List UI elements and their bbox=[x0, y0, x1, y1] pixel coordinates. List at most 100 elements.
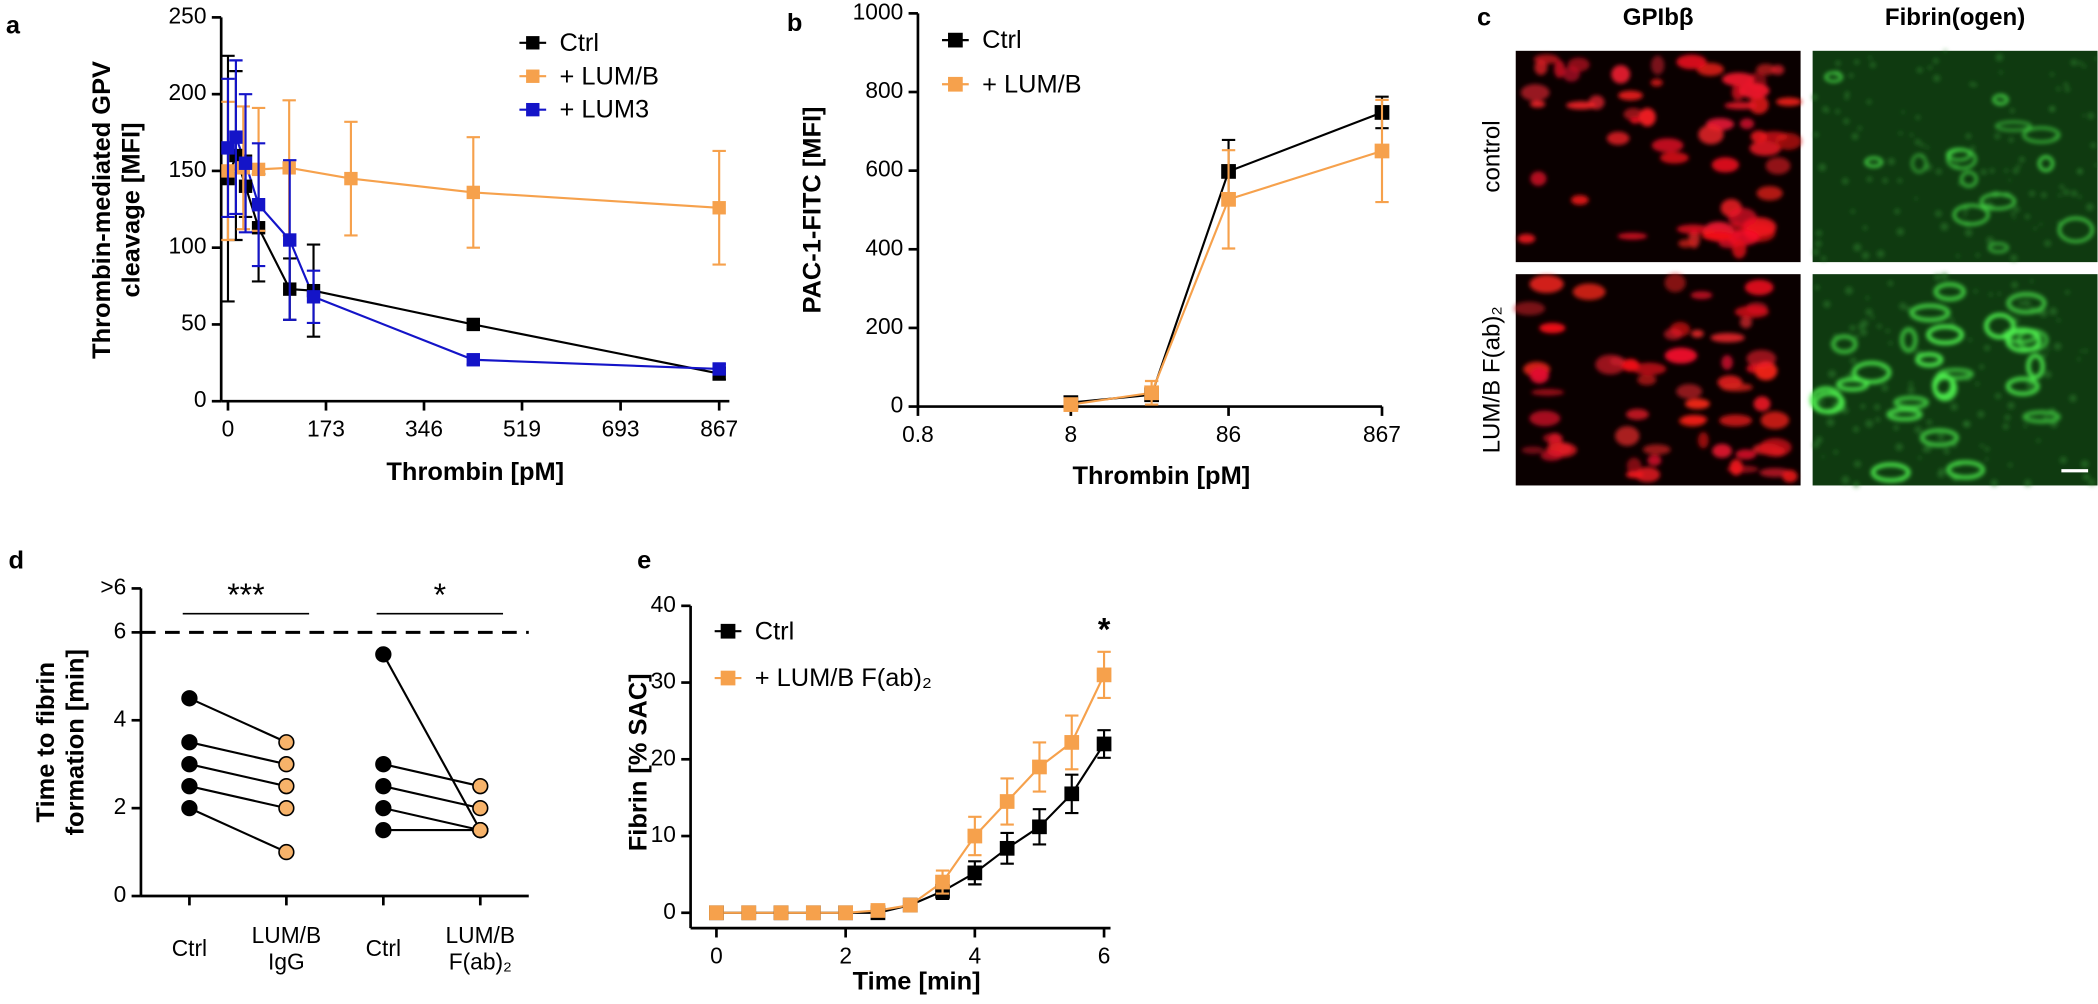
cell-blob bbox=[1647, 454, 1662, 466]
x-tick-label: 867 bbox=[1363, 421, 1401, 447]
marker bbox=[229, 130, 243, 144]
fibrin-ring bbox=[2005, 376, 2040, 396]
legend-label: Ctrl bbox=[560, 29, 600, 57]
speckle bbox=[1969, 81, 1975, 87]
speckle bbox=[2059, 456, 2067, 464]
speckle bbox=[1952, 443, 1957, 448]
cell-blob bbox=[1531, 388, 1565, 396]
speckle bbox=[2039, 222, 2043, 226]
cell-blob bbox=[1617, 232, 1648, 240]
speckle bbox=[2024, 479, 2032, 487]
cell-blob bbox=[1734, 305, 1769, 318]
speckle bbox=[1852, 426, 1860, 433]
fibrin-ring bbox=[2022, 410, 2061, 424]
cell-blob bbox=[1746, 349, 1777, 368]
speckle bbox=[1850, 209, 1855, 214]
marker bbox=[466, 185, 480, 200]
x-axis-label: Thrombin [pM] bbox=[386, 458, 564, 486]
speckle bbox=[1935, 210, 1942, 217]
marker bbox=[712, 362, 726, 376]
y-tick-label: 200 bbox=[865, 313, 903, 339]
speckle bbox=[1835, 60, 1841, 66]
cell-blob bbox=[1724, 101, 1757, 110]
dot bbox=[375, 646, 392, 663]
speckle bbox=[1986, 236, 1994, 245]
speckle bbox=[2008, 178, 2012, 182]
row-label: LUM/B F(ab)₂ bbox=[1478, 306, 1505, 453]
dot bbox=[472, 821, 489, 839]
speckle bbox=[1918, 456, 1922, 460]
series-line bbox=[1070, 111, 1383, 404]
speckle bbox=[1926, 419, 1933, 426]
cell-blob bbox=[1712, 443, 1732, 458]
cell-blob bbox=[1651, 55, 1665, 75]
cell-blob bbox=[1626, 457, 1642, 475]
speckle bbox=[2036, 438, 2041, 443]
cell-blob bbox=[1729, 459, 1743, 476]
speckle bbox=[2059, 184, 2065, 190]
micrograph-content bbox=[1517, 54, 1802, 259]
legend-label: + LUM3 bbox=[560, 96, 650, 124]
cell-blob bbox=[1748, 95, 1769, 115]
cell-blob bbox=[1678, 239, 1694, 248]
legend-label: Ctrl bbox=[982, 26, 1021, 54]
pair-line bbox=[383, 807, 481, 832]
speckle bbox=[1979, 364, 1985, 370]
fibrin-ring bbox=[1960, 170, 1978, 188]
cell-blob bbox=[1756, 186, 1783, 201]
speckle bbox=[1888, 341, 1893, 345]
speckle bbox=[1846, 372, 1854, 379]
speckle bbox=[2087, 112, 2095, 120]
marker bbox=[805, 905, 821, 921]
y-axis-label: Time to fibrin formation [min] bbox=[32, 649, 91, 836]
y-tick-label: 0 bbox=[891, 392, 904, 418]
x-tick-label: 6 bbox=[1098, 943, 1111, 969]
cell-blob bbox=[1618, 90, 1643, 101]
speckle bbox=[2042, 353, 2047, 358]
marker bbox=[1064, 786, 1080, 802]
y-tick-label: 1000 bbox=[853, 0, 904, 24]
marker bbox=[466, 317, 480, 332]
fibrin-ring bbox=[1946, 148, 1977, 170]
cell-blob bbox=[1721, 355, 1733, 370]
marker bbox=[1144, 385, 1159, 401]
speckle bbox=[1932, 57, 1939, 64]
speckle bbox=[1924, 445, 1932, 453]
speckle bbox=[1826, 418, 1835, 427]
fibrin-ring bbox=[1851, 360, 1892, 385]
speckle bbox=[1833, 449, 1838, 455]
y-axis-label-box: Thrombin-mediated GPV cleavage [MFI] bbox=[89, 61, 146, 359]
marker bbox=[466, 353, 480, 367]
speckle bbox=[1990, 479, 1998, 487]
speckle bbox=[2062, 189, 2070, 196]
cell-blob bbox=[1676, 224, 1710, 234]
fibrin-ring bbox=[1836, 377, 1870, 392]
speckle bbox=[2056, 318, 2061, 323]
cell-blob bbox=[1684, 398, 1710, 410]
speckle bbox=[1843, 118, 1850, 125]
cell-blob bbox=[1702, 231, 1734, 241]
dot bbox=[181, 799, 198, 817]
micrograph-content bbox=[1811, 49, 2098, 262]
cell-blob bbox=[1542, 433, 1563, 443]
cell-blob bbox=[1664, 273, 1686, 293]
y-tick-label: 30 bbox=[651, 668, 676, 694]
y-tick-label: 0 bbox=[663, 898, 676, 924]
speckle bbox=[1851, 133, 1859, 140]
cell-blob bbox=[1720, 383, 1753, 392]
fibrin-ring bbox=[2037, 155, 2055, 172]
dot bbox=[278, 799, 295, 817]
cell-blob bbox=[1642, 444, 1671, 455]
fibrin-ring bbox=[1995, 120, 2032, 132]
y-axis-label: PAC-1-FITC [MFI] bbox=[799, 106, 828, 314]
y-tick-label: >6 bbox=[100, 573, 126, 599]
cell-blob bbox=[1727, 207, 1757, 228]
x-tick-label: Ctrl bbox=[365, 936, 402, 962]
cell-blob bbox=[1629, 116, 1641, 124]
speckle bbox=[2070, 190, 2078, 197]
speckle bbox=[2082, 473, 2090, 481]
cell-blob bbox=[1739, 316, 1753, 329]
marker bbox=[741, 905, 757, 921]
cell-blob bbox=[1749, 140, 1781, 156]
cell-blob bbox=[1750, 130, 1768, 143]
